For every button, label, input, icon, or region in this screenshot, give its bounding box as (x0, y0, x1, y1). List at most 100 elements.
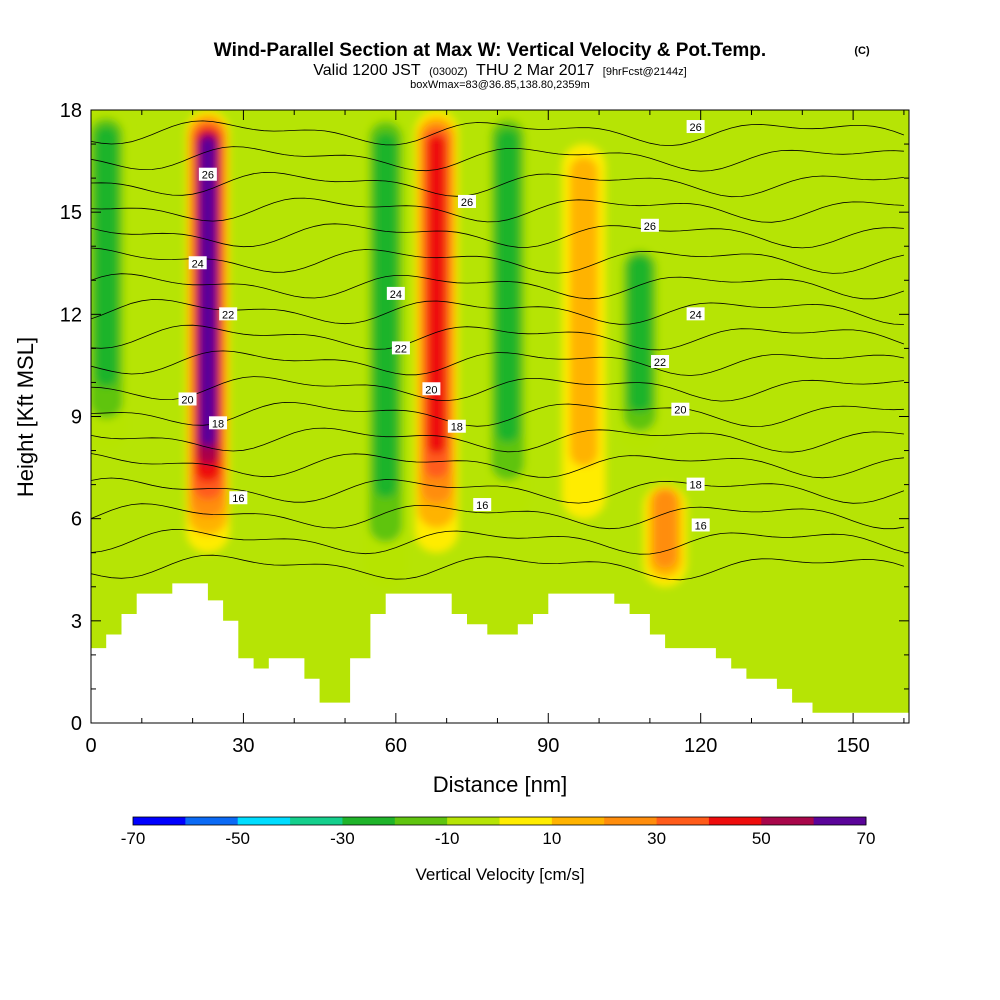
colorbar-swatch (708, 817, 762, 825)
subtitle-forecast: [9hrFcst@2144z] (603, 66, 687, 78)
contour-label-box (178, 392, 197, 406)
theta-contour-line (91, 146, 904, 172)
contour-label: 18 (451, 422, 463, 434)
x-tick-marks (90, 110, 905, 723)
contour-label-box (219, 307, 238, 321)
colorbar-swatch (185, 817, 239, 825)
contour-label-box (686, 477, 705, 491)
theta-contour-line (91, 427, 904, 453)
colorbar (132, 816, 867, 826)
colorbar-tick-label: -10 (435, 829, 460, 848)
subtitle-valid: Valid 1200 JST (313, 62, 421, 79)
title-mark: (C) (854, 45, 870, 57)
contour-label-box (457, 194, 476, 208)
velocity-band (374, 132, 398, 498)
colorbar-tick-label: 50 (752, 829, 771, 848)
colorbar-swatch (761, 817, 815, 825)
subtitle-utc: (0300Z) (429, 66, 468, 78)
contour-label-box (209, 416, 228, 430)
contour-label: 22 (654, 357, 666, 369)
theta-contour-line (91, 247, 904, 274)
velocity-band (427, 134, 446, 454)
contour-label: 16 (232, 493, 244, 505)
y-tick-label: 15 (60, 202, 82, 224)
contour-label-box (198, 167, 217, 181)
contour-label-box (640, 218, 659, 232)
theta-contour-labels: 26 24 22 20 18 16 26 24 22 20 18 16 26 26 24 22 20 18 16 (178, 120, 710, 532)
y-tick-label: 9 (71, 407, 82, 429)
x-tick-label: 0 (85, 735, 96, 757)
contour-label-box (473, 498, 492, 512)
x-tick-label: 30 (232, 735, 254, 757)
colorbar-swatch (133, 817, 186, 825)
colorbar-swatch (290, 817, 343, 825)
x-tick-label: 120 (684, 735, 717, 757)
contour-label: 20 (181, 394, 193, 406)
theta-contour-line (91, 171, 904, 198)
colorbar-tick-label: 10 (542, 829, 561, 848)
colorbar-tick-label: 70 (857, 829, 876, 848)
theta-contour-line (91, 453, 904, 479)
x-axis-label: Distance [nm] (433, 772, 568, 797)
colorbar-swatch (551, 817, 605, 825)
x-tick-label: 60 (385, 735, 407, 757)
contour-label: 22 (222, 309, 234, 321)
theta-contours (91, 120, 905, 581)
y-tick-label: 0 (71, 713, 82, 735)
theta-contour-line (91, 350, 904, 376)
colorbar-label: Vertical Velocity [cm/s] (415, 865, 584, 884)
contour-label-box (229, 491, 248, 505)
theta-contour-line (91, 223, 904, 249)
y-axis-label: Height [Kft MSL] (13, 337, 38, 497)
y-tick-labels: 0 3 6 9 12 15 18 (60, 100, 82, 735)
terrain (91, 583, 909, 723)
velocity-band (199, 136, 217, 447)
y-tick-label: 12 (60, 304, 82, 326)
y-tick-label: 18 (60, 100, 82, 122)
colorbar-tick-label: -50 (225, 829, 250, 848)
theta-contour-line (91, 120, 905, 147)
contour-label-box (686, 120, 705, 134)
contour-label: 20 (425, 384, 437, 396)
plot-area: 26 24 22 20 18 16 26 24 22 20 18 16 26 26 24 22 20 18 16 (91, 110, 909, 723)
contour-label: 18 (212, 418, 224, 430)
colorbar-swatch (656, 817, 710, 825)
contour-label: 24 (192, 258, 204, 270)
contour-label-box (391, 341, 410, 355)
theta-contour-line (91, 554, 905, 581)
y-tick-label: 3 (71, 611, 82, 633)
contour-label: 22 (395, 343, 407, 355)
colorbar-tick-labels: -70 -50 -30 -10 10 30 50 70 (121, 829, 876, 848)
contour-label-box (651, 355, 670, 369)
colorbar-tick-label: 30 (647, 829, 666, 848)
colorbar-swatch (499, 817, 553, 825)
contour-label: 18 (689, 480, 701, 492)
theta-contour-line (91, 529, 905, 555)
theta-contour-line (91, 376, 904, 402)
contour-label-box (691, 518, 710, 532)
colorbar-swatch (237, 817, 291, 825)
contour-label-box (686, 307, 705, 321)
velocity-band (496, 129, 519, 443)
theta-contour-line (91, 197, 904, 223)
velocity-band (628, 255, 652, 413)
contour-label: 20 (674, 405, 686, 417)
colorbar-swatch (342, 817, 396, 825)
contour-label: 24 (390, 289, 402, 301)
contour-label-box (422, 382, 441, 396)
velocity-band (94, 125, 118, 387)
colorbar-swatch (813, 817, 867, 825)
velocity-band (569, 157, 598, 467)
contour-label: 16 (476, 500, 488, 512)
chart-subtitle-2: boxWmax=83@36.85,138.80,2359m (410, 79, 590, 91)
theta-contour-line (91, 477, 905, 504)
x-tick-label: 90 (537, 735, 559, 757)
colorbar-swatch (447, 817, 500, 825)
x-tick-labels: 0 30 60 90 120 150 (85, 735, 869, 757)
theta-contour-line (91, 324, 905, 351)
colorbar-tick-label: -30 (330, 829, 355, 848)
contour-label-box (188, 256, 207, 270)
subtitle-date: THU 2 Mar 2017 (476, 62, 594, 79)
colorbar-swatch (604, 817, 658, 825)
